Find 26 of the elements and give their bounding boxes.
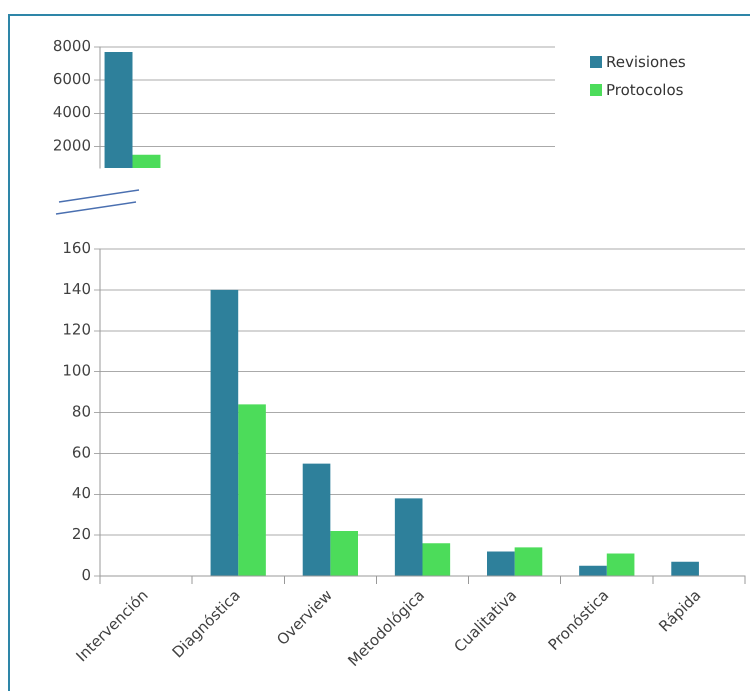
y-tick-label: 40 — [72, 484, 91, 502]
bar — [487, 551, 515, 576]
bar — [210, 290, 238, 576]
y-tick-label: 20 — [72, 525, 91, 544]
bar — [514, 547, 542, 576]
y-tick-label: 2000 — [52, 136, 91, 154]
y-tick-label: 120 — [62, 320, 91, 339]
y-tick-label: 0 — [81, 566, 91, 584]
y-tick-label: 8000 — [52, 36, 91, 55]
bar — [422, 543, 450, 576]
bar — [330, 531, 358, 576]
bar — [606, 554, 634, 576]
bar — [302, 464, 330, 576]
bar — [671, 562, 699, 576]
legend-label: Revisiones — [606, 53, 686, 71]
bar — [394, 498, 422, 576]
y-tick-label: 80 — [72, 402, 91, 420]
y-tick-label: 4000 — [52, 103, 91, 122]
bar — [579, 566, 607, 576]
y-tick-label: 60 — [72, 443, 91, 462]
y-tick-label: 160 — [62, 238, 91, 257]
y-tick-label: 140 — [62, 280, 91, 298]
legend-label: Protocolos — [606, 81, 684, 99]
y-tick-label: 6000 — [52, 70, 91, 88]
y-tick-label: 100 — [62, 362, 91, 380]
bar — [238, 404, 266, 576]
